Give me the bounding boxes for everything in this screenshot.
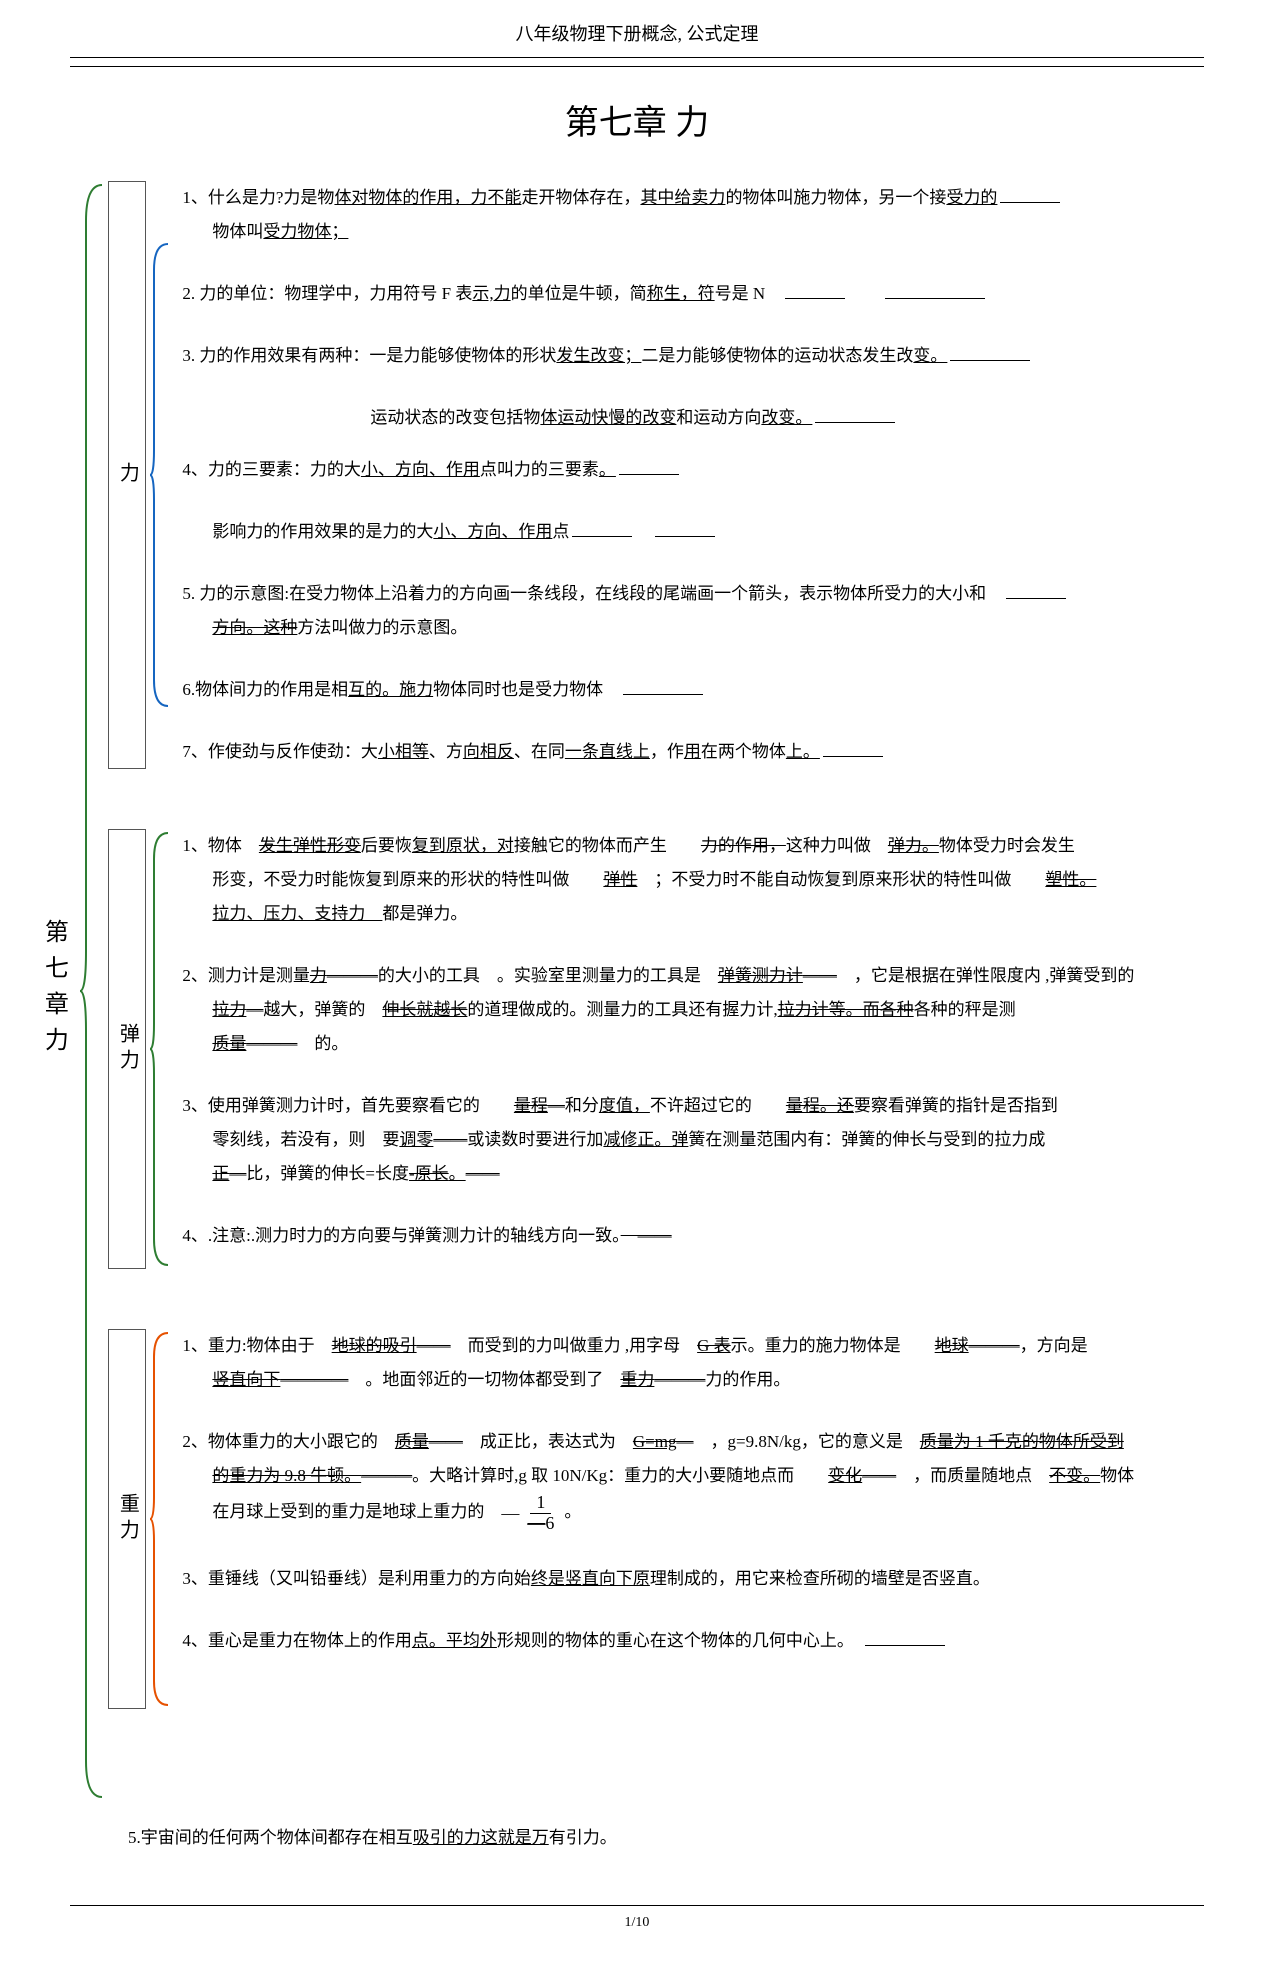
page-footer: 1/10 <box>70 1905 1204 1934</box>
chapter-title: 第七章 力 <box>70 97 1204 151</box>
label-elastic: 弹力 <box>108 829 146 1269</box>
gravity-item-1: 1、重力:物体由于 地球的吸引—— 而受到的力叫做重力 ,用字母 G 表示。重力… <box>182 1329 1204 1397</box>
elastic-item-2: 2、测力计是测量力———的大小的工具 。实验室里测量力的工具是 弹簧测力计—— … <box>182 959 1204 1061</box>
force-item-6: 6.物体间力的作用是相互的。施力物体同时也是受力物体 <box>182 673 1204 707</box>
elastic-item-1: 1、物体 发生弹性形变后要恢复到原状，对接触它的物体而产生 力的作用，这种力叫做… <box>182 829 1204 931</box>
force-item-3-sub: 运动状态的改变包括物体运动快慢的改变和运动方向改变。 <box>182 401 1204 435</box>
force-item-7: 7、作使劲与反作使劲：大小相等、方向相反、在同一条直线上，作用在两个物体上。 <box>182 735 1204 769</box>
chapter-side-label: 第七章力 <box>30 181 76 1801</box>
header-rule <box>70 66 1204 67</box>
section-elastic: 弹力 1、物体 发生弹性形变后要恢复到原状，对接触它的物体而产生 力的作用，这种… <box>108 829 1204 1269</box>
bracket-gravity <box>146 1329 174 1709</box>
bracket-force <box>146 181 174 769</box>
gravity-item-2: 2、物体重力的大小跟它的 质量—— 成正比，表达式为 G=mg— ，g=9.8N… <box>182 1425 1204 1534</box>
label-force: 力 <box>108 181 146 769</box>
fraction-one-sixth: 1—6 <box>521 1493 560 1534</box>
section-force: 力 1、什么是力?力是物体对物体的作用，力不能走开物体存在，其中给卖力的物体叫施… <box>108 181 1204 769</box>
force-item-5: 5. 力的示意图:在受力物体上沿着力的方向画一条线段，在线段的尾端画一个箭头，表… <box>182 577 1204 645</box>
elastic-item-4: 4、.注意:.测力时力的方向要与弹簧测力计的轴线方向一致。 —— <box>182 1219 1204 1253</box>
label-gravity: 重力 <box>108 1329 146 1709</box>
main-bracket <box>76 181 108 1801</box>
force-item-4-sub: 影响力的作用效果的是力的大小、方向、作用点 <box>182 515 1204 549</box>
force-item-1: 1、什么是力?力是物体对物体的作用，力不能走开物体存在，其中给卖力的物体叫施力物… <box>182 181 1204 249</box>
gravity-item-4: 4、重心是重力在物体上的作用点。平均外形规则的物体的重心在这个物体的几何中心上。 <box>182 1624 1204 1658</box>
elastic-item-3: 3、使用弹簧测力计时，首先要察看它的 量程—和分度值，不许超过它的 量程。还要察… <box>182 1089 1204 1191</box>
force-item-2: 2. 力的单位：物理学中，力用符号 F 表示,力的单位是牛顿，简称生，符号是 N <box>182 277 1204 311</box>
force-item-3: 3. 力的作用效果有两种：一是力能够使物体的形状发生改变；二是力能够使物体的运动… <box>182 339 1204 373</box>
gravity-item-3: 3、重锤线（又叫铅垂线）是利用重力的方向始终是竖直向下原理制成的，用它来检查所砌… <box>182 1562 1204 1596</box>
force-item-4: 4、力的三要素：力的大小、方向、作用点叫力的三要素。 <box>182 453 1204 487</box>
section-gravity: 重力 1、重力:物体由于 地球的吸引—— 而受到的力叫做重力 ,用字母 G 表示… <box>108 1329 1204 1709</box>
gravity-item-5: 5.宇宙间的任何两个物体间都存在相互吸引的力这就是万有引力。 <box>128 1821 1204 1855</box>
header-title: 八年级物理下册概念, 公式定理 <box>70 20 1204 58</box>
bracket-elastic <box>146 829 174 1269</box>
